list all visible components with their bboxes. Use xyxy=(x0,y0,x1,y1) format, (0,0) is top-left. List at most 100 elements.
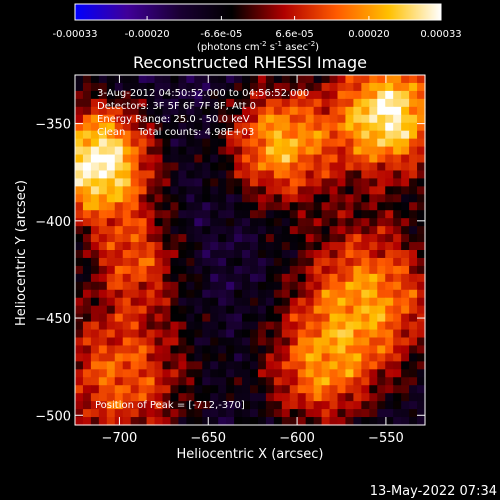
heatmap-cell xyxy=(337,257,347,267)
heatmap-cell xyxy=(385,313,394,323)
heatmap-cell xyxy=(82,385,92,394)
heatmap-cell xyxy=(98,353,108,362)
heatmap-cell xyxy=(265,273,275,283)
heatmap-cell xyxy=(289,313,299,323)
heatmap-cell xyxy=(130,138,140,148)
heatmap-cell xyxy=(321,321,331,331)
heatmap-cell xyxy=(257,202,267,211)
heatmap-cell xyxy=(305,377,315,386)
heatmap-cell xyxy=(202,122,211,132)
heatmap-cell xyxy=(337,377,347,386)
heatmap-cell xyxy=(361,361,370,370)
heatmap-cell xyxy=(114,106,124,116)
heatmap-cell xyxy=(361,329,370,339)
heatmap-cell xyxy=(106,114,116,124)
heatmap-cell xyxy=(329,194,339,203)
heatmap-cell xyxy=(234,329,243,339)
heatmap-cell xyxy=(417,75,426,84)
heatmap-cell xyxy=(138,250,148,259)
heatmap-cell xyxy=(178,75,187,84)
heatmap-cell xyxy=(353,297,362,307)
heatmap-cell xyxy=(385,194,394,203)
heatmap-cell xyxy=(257,90,267,100)
heatmap-cell xyxy=(186,329,195,339)
heatmap-cell xyxy=(194,234,203,243)
heatmap-cell xyxy=(409,369,418,378)
heatmap-cell xyxy=(194,329,203,339)
heatmap-cell xyxy=(186,75,195,84)
heatmap-cell xyxy=(242,273,251,283)
heatmap-cell xyxy=(186,353,195,362)
heatmap-cell xyxy=(297,194,307,203)
heatmap-cell xyxy=(297,138,307,148)
heatmap-cell xyxy=(90,194,100,203)
heatmap-cell xyxy=(114,281,124,291)
heatmap-cell xyxy=(329,353,339,362)
heatmap-cell xyxy=(385,257,394,267)
heatmap-cell xyxy=(98,361,108,370)
heatmap-cell xyxy=(321,385,331,394)
heatmap-cell xyxy=(273,210,283,219)
heatmap-cell xyxy=(202,226,211,235)
heatmap-cell xyxy=(361,226,370,235)
heatmap-cell xyxy=(162,409,172,418)
heatmap-cell xyxy=(146,329,156,339)
heatmap-cell xyxy=(281,242,291,251)
heatmap-cell xyxy=(273,202,283,211)
heatmap-cell xyxy=(250,297,259,307)
heatmap-cell xyxy=(75,401,84,410)
heatmap-cell xyxy=(146,202,156,211)
heatmap-cell xyxy=(361,114,370,124)
heatmap-cell xyxy=(401,345,410,354)
heatmap-cell xyxy=(377,242,386,251)
heatmap-cell xyxy=(353,162,362,172)
heatmap-cell xyxy=(305,186,315,195)
heatmap-cell xyxy=(353,90,362,100)
heatmap-cell xyxy=(186,361,195,370)
heatmap-cell xyxy=(265,337,275,347)
heatmap-cell xyxy=(146,98,156,108)
colorbar-gradient xyxy=(74,3,442,21)
heatmap-cell xyxy=(250,313,259,323)
heatmap-cell xyxy=(353,385,362,394)
heatmap-cell xyxy=(210,138,219,148)
heatmap-cell xyxy=(417,353,426,362)
heatmap-cell xyxy=(305,281,315,291)
heatmap-cell xyxy=(210,321,219,331)
heatmap-cell xyxy=(417,361,426,370)
heatmap-cell xyxy=(337,82,347,92)
heatmap-cell xyxy=(313,297,323,307)
heatmap-cell xyxy=(154,305,164,315)
heatmap-cell xyxy=(289,273,299,283)
heatmap-cell xyxy=(393,297,402,307)
heatmap-cell xyxy=(202,90,211,100)
heatmap-cell xyxy=(417,170,426,179)
heatmap-cell xyxy=(154,385,164,394)
heatmap-cell xyxy=(114,82,124,92)
heatmap-cell xyxy=(345,273,354,283)
heatmap-cell xyxy=(170,273,179,283)
heatmap-cell xyxy=(257,369,267,378)
heatmap-cell xyxy=(146,154,156,164)
heatmap-cell xyxy=(154,170,164,179)
heatmap-cell xyxy=(313,98,323,108)
heatmap-cell xyxy=(186,250,195,259)
heatmap-cell xyxy=(106,162,116,172)
heatmap-cell xyxy=(337,154,347,164)
heatmap-cell xyxy=(313,82,323,92)
heatmap-cell xyxy=(289,305,299,315)
heatmap-cell xyxy=(194,122,203,132)
heatmap-cell xyxy=(170,162,179,172)
heatmap-cell xyxy=(393,114,402,124)
heatmap-cell xyxy=(146,345,156,354)
heatmap-cell xyxy=(393,305,402,315)
heatmap-cell xyxy=(273,361,283,370)
heatmap-cell xyxy=(226,313,235,323)
heatmap-cell xyxy=(162,250,172,259)
heatmap-cell xyxy=(361,377,370,386)
heatmap-cell xyxy=(210,385,219,394)
heatmap-cell xyxy=(82,242,92,251)
heatmap-cell xyxy=(377,202,386,211)
heatmap-cell xyxy=(194,313,203,323)
